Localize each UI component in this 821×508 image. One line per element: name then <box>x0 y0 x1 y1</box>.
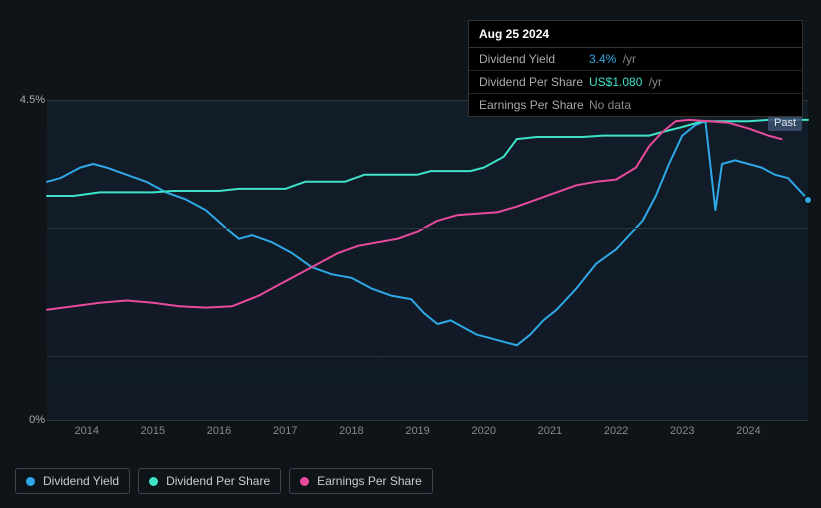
x-axis: 2014 2015 2016 2017 2018 2019 2020 2021 2022 2023… <box>47 425 808 445</box>
x-axis-label: 2021 <box>538 425 562 437</box>
y-axis-label: 4.5% <box>20 94 45 106</box>
tooltip-row-label: Dividend Yield <box>479 52 589 66</box>
x-axis-label: 2019 <box>405 425 429 437</box>
tooltip-row: Earnings Per ShareNo data <box>469 94 802 116</box>
chart-lines <box>47 100 808 420</box>
legend-label: Dividend Per Share <box>166 474 270 488</box>
legend-dot-icon <box>149 477 158 486</box>
series-marker <box>803 195 813 205</box>
legend-label: Dividend Yield <box>43 474 119 488</box>
tooltip-row-value: No data <box>589 98 631 112</box>
series-line <box>47 121 808 345</box>
dividend-chart: 4.5%0% Past 2014 2015 2016 2017 2018 2019 2020… <box>15 100 808 440</box>
tooltip-row-value: 3.4% /yr <box>589 52 636 66</box>
tooltip-row-label: Earnings Per Share <box>479 98 589 112</box>
x-axis-label: 2016 <box>207 425 231 437</box>
tooltip-row: Dividend Yield3.4% /yr <box>469 48 802 71</box>
legend-dot-icon <box>300 477 309 486</box>
x-axis-label: 2023 <box>670 425 694 437</box>
x-axis-label: 2022 <box>604 425 628 437</box>
legend-item[interactable]: Earnings Per Share <box>289 468 433 494</box>
x-axis-label: 2015 <box>141 425 165 437</box>
gridline <box>47 228 808 229</box>
x-axis-label: 2024 <box>736 425 760 437</box>
tooltip-date: Aug 25 2024 <box>469 21 802 48</box>
legend-item[interactable]: Dividend Per Share <box>138 468 281 494</box>
chart-tooltip: Aug 25 2024 Dividend Yield3.4% /yrDivide… <box>468 20 803 117</box>
legend-label: Earnings Per Share <box>317 474 422 488</box>
x-axis-label: 2018 <box>339 425 363 437</box>
x-axis-label: 2014 <box>74 425 98 437</box>
y-axis: 4.5%0% <box>15 100 47 440</box>
tooltip-row: Dividend Per ShareUS$1.080 /yr <box>469 71 802 94</box>
series-line <box>47 120 782 310</box>
legend-dot-icon <box>26 477 35 486</box>
past-badge: Past <box>768 115 802 131</box>
gridline <box>47 420 808 421</box>
gridline <box>47 356 808 357</box>
x-axis-label: 2020 <box>471 425 495 437</box>
series-line <box>47 120 808 196</box>
chart-plot-area[interactable]: Past <box>47 100 808 420</box>
chart-legend: Dividend Yield Dividend Per Share Earnings… <box>15 468 433 494</box>
legend-item[interactable]: Dividend Yield <box>15 468 130 494</box>
y-axis-label: 0% <box>29 414 45 426</box>
tooltip-row-value: US$1.080 /yr <box>589 75 662 89</box>
x-axis-label: 2017 <box>273 425 297 437</box>
tooltip-row-label: Dividend Per Share <box>479 75 589 89</box>
